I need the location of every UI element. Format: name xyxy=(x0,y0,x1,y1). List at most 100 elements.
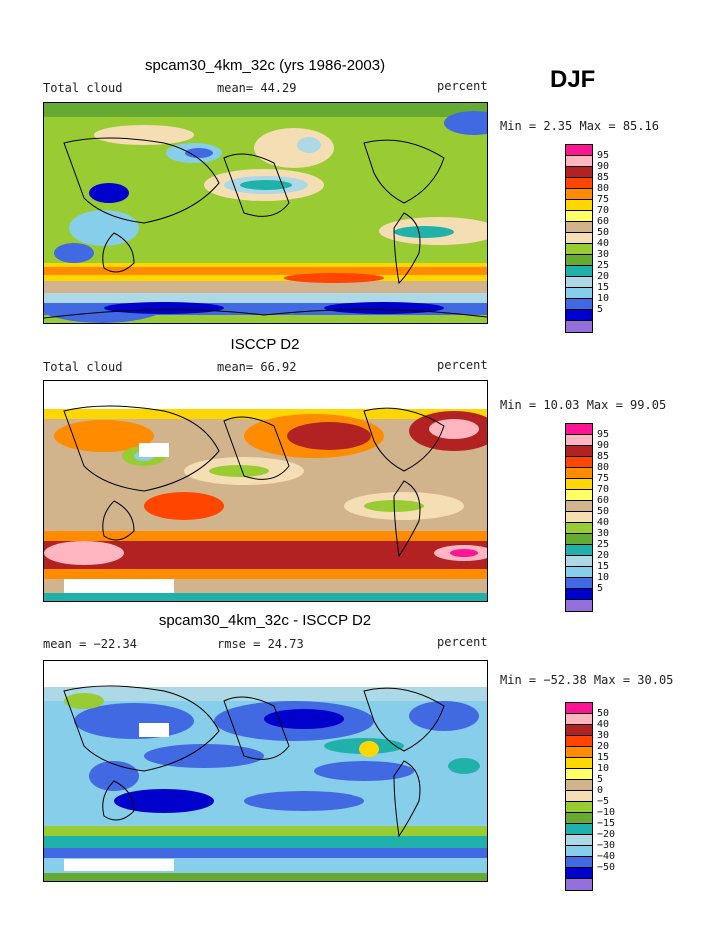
colorbar-swatch xyxy=(566,857,592,868)
colorbar-swatch xyxy=(566,266,592,277)
colorbar-swatch xyxy=(566,534,592,545)
colorbar-swatch xyxy=(566,736,592,747)
colorbar-swatch xyxy=(566,178,592,189)
panel-1-colorbar-labels: 95 90 85 80 75 70 60 50 40 30 25 20 15 10 5 xyxy=(597,144,637,324)
panel-1-title: spcam30_4km_32c (yrs 1986-2003) xyxy=(144,57,386,74)
colorbar-swatch xyxy=(566,703,592,714)
colorbar-swatch xyxy=(566,211,592,222)
colorbar-label: 40 xyxy=(597,719,610,730)
colorbar-swatch xyxy=(566,813,592,824)
panel-3-colorbar-labels: 50 40 30 20 15 10 5 0 −5 −10 −15 −20 −30 −40 −50 xyxy=(597,702,637,882)
panel-3-minmax: Min = −52.38 Max = 30.05 xyxy=(500,673,674,687)
colorbar-label: 75 xyxy=(597,194,610,205)
colorbar-label: 80 xyxy=(597,462,610,473)
panel-3-colorbar xyxy=(565,702,593,891)
colorbar-swatch xyxy=(566,189,592,200)
colorbar-swatch xyxy=(566,556,592,567)
panel-3-rmse: rmse = 24.73 xyxy=(217,637,304,651)
colorbar-swatch xyxy=(566,769,592,780)
colorbar-label: 25 xyxy=(597,260,610,271)
colorbar-swatch xyxy=(566,545,592,556)
panel-2-units: percent xyxy=(437,358,488,372)
colorbar-label: 85 xyxy=(597,172,610,183)
colorbar-swatch xyxy=(566,868,592,879)
panel-2-contour-field xyxy=(44,381,487,601)
panel-1-left-label: Total cloud xyxy=(43,81,123,95)
colorbar-swatch xyxy=(566,512,592,523)
season-label: DJF xyxy=(550,66,596,93)
colorbar-label: 95 xyxy=(597,429,610,440)
colorbar-label: 95 xyxy=(597,150,610,161)
panel-2-colorbar xyxy=(565,423,593,612)
colorbar-label: 40 xyxy=(597,517,610,528)
colorbar-swatch xyxy=(566,244,592,255)
panel-1-mean: mean= 44.29 xyxy=(217,81,297,95)
colorbar-label: −30 xyxy=(597,840,616,851)
colorbar-swatch xyxy=(566,725,592,736)
colorbar-label: 15 xyxy=(597,282,610,293)
colorbar-swatch xyxy=(566,824,592,835)
colorbar-label: 50 xyxy=(597,506,610,517)
colorbar-label: 0 xyxy=(597,785,604,796)
colorbar-swatch xyxy=(566,758,592,769)
colorbar-label: −10 xyxy=(597,807,616,818)
colorbar-label: 85 xyxy=(597,451,610,462)
panel-1-minmax: Min = 2.35 Max = 85.16 xyxy=(500,119,659,133)
colorbar-swatch xyxy=(566,277,592,288)
colorbar-label: 25 xyxy=(597,539,610,550)
colorbar-label: 70 xyxy=(597,484,610,495)
panel-1-map xyxy=(43,102,488,324)
colorbar-label: −15 xyxy=(597,818,616,829)
colorbar-swatch xyxy=(566,589,592,600)
colorbar-swatch xyxy=(566,791,592,802)
colorbar-label: 5 xyxy=(597,774,604,785)
colorbar-label: 50 xyxy=(597,227,610,238)
colorbar-swatch xyxy=(566,501,592,512)
colorbar-swatch xyxy=(566,446,592,457)
colorbar-swatch xyxy=(566,802,592,813)
panel-1-contour-field xyxy=(44,103,487,323)
colorbar-swatch xyxy=(566,567,592,578)
colorbar-label: 70 xyxy=(597,205,610,216)
colorbar-label: 90 xyxy=(597,440,610,451)
colorbar-swatch xyxy=(566,200,592,211)
colorbar-swatch xyxy=(566,468,592,479)
colorbar-swatch xyxy=(566,299,592,310)
colorbar-swatch xyxy=(566,156,592,167)
colorbar-label: 10 xyxy=(597,572,610,583)
panel-2-mean: mean= 66.92 xyxy=(217,360,297,374)
colorbar-swatch xyxy=(566,288,592,299)
colorbar-swatch xyxy=(566,879,592,890)
colorbar-swatch xyxy=(566,222,592,233)
colorbar-swatch xyxy=(566,255,592,266)
panel-2-title: ISCCP D2 xyxy=(230,336,300,353)
colorbar-label: 75 xyxy=(597,473,610,484)
colorbar-swatch xyxy=(566,310,592,321)
panel-3-map xyxy=(43,660,488,882)
colorbar-swatch xyxy=(566,780,592,791)
colorbar-swatch xyxy=(566,578,592,589)
colorbar-label: −50 xyxy=(597,862,616,873)
colorbar-swatch xyxy=(566,523,592,534)
colorbar-label: 60 xyxy=(597,216,610,227)
panel-3-mean: mean = −22.34 xyxy=(43,637,137,651)
colorbar-swatch xyxy=(566,747,592,758)
colorbar-swatch xyxy=(566,835,592,846)
colorbar-label: 30 xyxy=(597,249,610,260)
colorbar-swatch xyxy=(566,846,592,857)
colorbar-swatch xyxy=(566,435,592,446)
colorbar-swatch xyxy=(566,145,592,156)
colorbar-label: 80 xyxy=(597,183,610,194)
colorbar-swatch xyxy=(566,714,592,725)
colorbar-label: 15 xyxy=(597,561,610,572)
colorbar-label: 20 xyxy=(597,550,610,561)
panel-1-units: percent xyxy=(437,79,488,93)
panel-3-contour-field xyxy=(44,661,487,881)
panel-3-title: spcam30_4km_32c - ISCCP D2 xyxy=(158,612,372,629)
panel-3-units: percent xyxy=(437,635,488,649)
colorbar-swatch xyxy=(566,457,592,468)
panel-2-colorbar-labels: 95 90 85 80 75 70 60 50 40 30 25 20 15 10 5 xyxy=(597,423,637,603)
panel-2-minmax: Min = 10.03 Max = 99.05 xyxy=(500,398,667,412)
colorbar-label: 15 xyxy=(597,752,610,763)
colorbar-label: 10 xyxy=(597,293,610,304)
